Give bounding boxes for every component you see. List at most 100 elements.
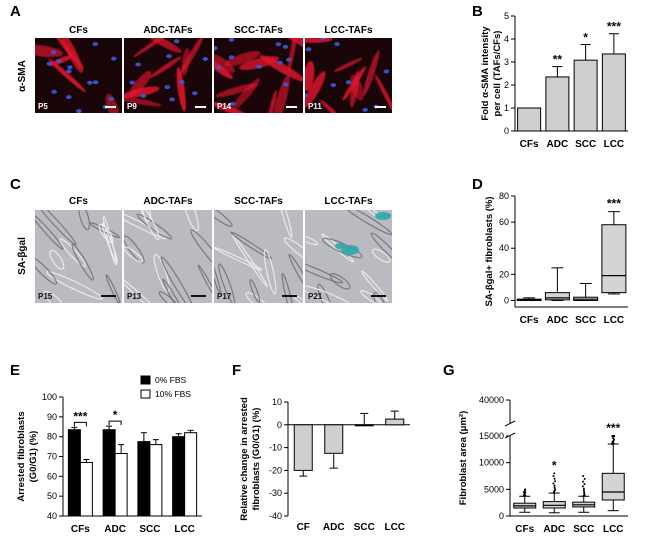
x-label-scc: SCC xyxy=(354,522,375,533)
actin-fiber xyxy=(363,50,380,97)
panel-a-title-cfs: CFs xyxy=(69,25,88,36)
fibroblast-outline xyxy=(43,290,65,303)
x-label-cfs: CFs xyxy=(520,315,539,326)
panel-label-f: F xyxy=(232,362,241,379)
fibroblast-outline xyxy=(71,243,94,281)
fibroblast-outline xyxy=(98,223,114,243)
fibroblast-outline xyxy=(124,246,144,263)
chart-f-ylabel-line2: fibroblasts (G0/G1) (%) xyxy=(251,408,262,511)
panel-c-passage-p17: P17 xyxy=(217,292,232,301)
panel-c-title-scc-tafs: SCC-TAFs xyxy=(234,196,283,207)
actin-fiber xyxy=(215,83,258,98)
nucleus xyxy=(286,57,292,62)
fibroblast-outline xyxy=(373,291,387,303)
actin-fiber xyxy=(305,38,333,43)
y-tick-label: 5000 xyxy=(484,484,504,494)
x-label-lcc: LCC xyxy=(174,524,195,535)
nucleus xyxy=(65,69,72,74)
sa-bgal-stain xyxy=(341,245,359,255)
actin-fiber xyxy=(181,48,190,76)
y-tick-label: -20 xyxy=(269,465,282,475)
nucleus xyxy=(66,95,72,100)
y-tick-label: 40 xyxy=(499,243,509,253)
actin-fiber xyxy=(224,50,261,67)
outlier-point-scc xyxy=(583,483,586,486)
significance-lcc: *** xyxy=(607,20,621,34)
fibroblast-outline xyxy=(49,249,65,270)
significance-lcc: *** xyxy=(607,197,621,211)
chart-d-ylabel: SA-βgal+ fibroblasts (%) xyxy=(484,196,495,306)
fibroblast-outline xyxy=(142,210,160,241)
outlier-point-adc xyxy=(552,482,555,485)
actin-fiber xyxy=(259,55,303,82)
panel-c-image-background xyxy=(305,210,392,303)
fibroblast-outline xyxy=(281,272,296,303)
x-label-lcc: LCC xyxy=(604,315,625,326)
actin-fiber xyxy=(145,38,182,53)
nucleus xyxy=(92,42,99,47)
bar-scc-10-fbs xyxy=(149,444,163,517)
nucleus xyxy=(277,60,283,65)
fibroblast-outline xyxy=(35,210,77,246)
fibroblast-outline xyxy=(124,210,168,240)
actin-fiber xyxy=(374,73,392,113)
x-label-cfs: CFs xyxy=(520,139,539,150)
bar-cfs-0-fbs xyxy=(67,429,81,517)
y-tick-label: 10 xyxy=(272,397,282,407)
y-tick-label: 4 xyxy=(504,34,509,44)
actin-fiber xyxy=(342,66,366,101)
y-tick-label: 5 xyxy=(504,11,509,21)
fibroblast-outline xyxy=(105,274,121,303)
nucleus xyxy=(50,50,57,55)
panel-a-passage-p9: P9 xyxy=(127,102,137,111)
fibroblast-outline xyxy=(218,263,236,303)
fibroblast-outline xyxy=(230,231,273,260)
bar-scc-0-fbs xyxy=(137,441,151,517)
fibroblast-outline xyxy=(160,256,195,303)
significance-bracket-adc xyxy=(108,420,122,426)
y-tick-label: 40 xyxy=(47,511,57,521)
bar-lcc-0-fbs xyxy=(172,436,186,517)
panel-label-b: B xyxy=(472,3,483,20)
panel-label-a: A xyxy=(10,3,21,20)
chart-e-ylabel-line2: (G0/G1) (%) xyxy=(28,431,39,483)
chart-d-sa-bgal-positive: 0 20 40 60 80 SA-βgal+ fibroblasts (%) CFs ADC S… xyxy=(484,191,628,326)
bar-adc xyxy=(324,424,344,454)
nucleus xyxy=(228,38,235,42)
panel-a-row-label: α-SMA xyxy=(17,60,28,92)
outlier-point-lcc xyxy=(613,438,616,441)
fibroblast-outline xyxy=(78,210,90,231)
nucleus xyxy=(229,101,236,106)
bar-scc xyxy=(573,59,598,132)
panel-c-title-adc-tafs: ADC-TAFs xyxy=(143,196,193,207)
chart-g-ylabel: Fibroblast area (μm²) xyxy=(458,411,469,506)
panel-label-e: E xyxy=(10,362,20,379)
nucleus xyxy=(110,56,117,61)
fibroblast-outline xyxy=(360,270,389,302)
y-tick-label: 10000 xyxy=(479,458,504,468)
outlier-point-lcc xyxy=(613,435,616,437)
actin-fiber xyxy=(124,86,160,98)
fibroblast-outline xyxy=(197,264,212,303)
legend-swatch-10-fbs xyxy=(140,389,151,399)
panel-label-g: G xyxy=(443,362,455,379)
panel-a-passage-p11: P11 xyxy=(308,102,322,111)
x-label-lcc: LCC xyxy=(604,139,625,150)
actin-fiber xyxy=(176,67,186,112)
sa-bgal-stain xyxy=(335,243,345,249)
actin-fiber xyxy=(214,53,236,73)
chart-b-ylabel-line1: Fold α-SMA intensity xyxy=(480,26,491,121)
panel-a-image-adc-tafs xyxy=(124,38,212,113)
nucleus xyxy=(192,91,198,96)
nucleus xyxy=(282,44,289,49)
fibroblast-outline xyxy=(214,210,233,227)
nucleus xyxy=(283,82,289,87)
chart-e-ylabel-line1: Arrested fibroblasts xyxy=(16,411,27,501)
nucleus xyxy=(164,85,171,90)
outlier-point-scc xyxy=(581,485,584,488)
nucleus xyxy=(56,59,62,64)
panel-c-image-lcc-tafs xyxy=(305,210,392,303)
box-adc xyxy=(544,292,570,301)
bar-cf xyxy=(293,424,313,471)
